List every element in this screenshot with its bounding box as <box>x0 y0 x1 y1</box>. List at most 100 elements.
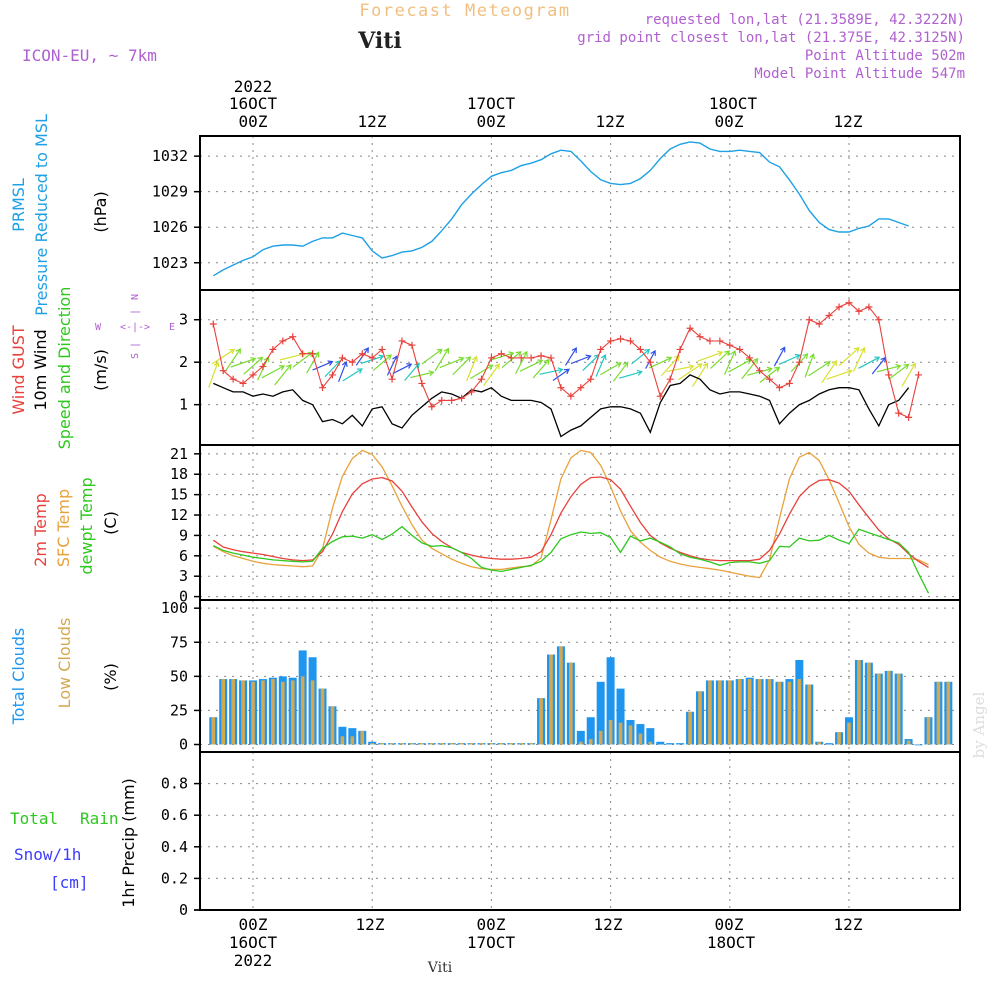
wind-direction-arrow <box>804 354 815 378</box>
wind-direction-arrowhead <box>341 360 348 367</box>
wind-direction-arrowhead <box>674 355 680 361</box>
wind-direction-arrow <box>773 347 786 367</box>
wind-direction-arrowhead <box>235 348 241 355</box>
wind-direction-arrowhead <box>537 359 544 365</box>
gust-marker <box>825 311 833 319</box>
wind-direction-arrow <box>660 355 680 377</box>
wind-direction-arrow <box>826 370 852 380</box>
low-cloud-bar <box>241 680 245 745</box>
total-cloud-bar <box>586 717 595 745</box>
gust-marker <box>567 392 575 400</box>
wind-direction-arrow <box>838 347 860 367</box>
gust-marker <box>636 345 644 353</box>
low-cloud-bar <box>847 722 851 745</box>
top-date-3: 18OCT <box>709 94 758 113</box>
wind-direction-arrowhead <box>378 354 385 361</box>
wind-direction-arrowhead <box>428 370 435 377</box>
low-cloud-bar <box>698 691 702 745</box>
wind-direction-arrow <box>225 348 241 371</box>
y-tick-label: 1032 <box>152 147 188 165</box>
gust-marker <box>746 354 754 362</box>
low-cloud-bar <box>489 743 494 745</box>
wind-direction-arrow <box>871 357 886 375</box>
wind-direction-arrowhead <box>436 348 443 355</box>
low-cloud-bar <box>588 739 593 745</box>
y-tick-label: 2 <box>179 353 188 371</box>
low-cloud-bar <box>718 680 722 745</box>
gust-marker <box>448 396 456 404</box>
gust-line <box>212 302 920 419</box>
compass-v-bot: | <box>130 342 141 348</box>
gust-marker <box>607 337 615 345</box>
gust-marker <box>229 375 237 383</box>
gust-marker <box>458 394 466 402</box>
bottom-date-1: 16OCT <box>229 933 278 952</box>
wind-direction-arrow <box>595 354 606 377</box>
wind-direction-arrow <box>741 358 758 380</box>
low-cloud-bar <box>747 679 752 745</box>
gust-label: Wind GUST <box>9 325 28 415</box>
gust-marker <box>676 345 684 353</box>
total-cloud-bar <box>616 688 625 745</box>
bottom-date-3: 18OCT <box>707 933 756 952</box>
low-cloud-bar <box>300 676 305 745</box>
low-cloud-bar <box>559 646 563 745</box>
gust-marker <box>438 396 446 404</box>
wind-direction-arrow <box>728 359 752 373</box>
gust-marker <box>239 379 247 387</box>
low-cloud-bar <box>728 680 732 745</box>
wind-direction-arrow <box>631 349 650 365</box>
wind-direction-arrow <box>778 354 801 365</box>
gust-marker <box>428 403 436 411</box>
wind-direction-arrowhead <box>903 363 910 370</box>
precip-axis-label: 1hr Precip (mm) <box>119 778 138 908</box>
gust-marker <box>905 413 913 421</box>
top-time-axis: 2022 16OCT 17OCT 18OCT 00Z 12Z 00Z 12Z 0… <box>229 77 863 131</box>
wind-direction-arrowhead <box>666 356 673 363</box>
dewpoint-line <box>213 525 930 594</box>
gust-marker <box>527 354 535 362</box>
snow-label: Snow/1h <box>14 845 81 864</box>
low-cloud-bar <box>598 730 603 745</box>
gust-marker <box>398 337 406 345</box>
gust-marker <box>249 371 257 379</box>
gust-marker <box>557 384 565 392</box>
wind-direction-arrowhead <box>544 358 550 365</box>
wind-direction-arrowhead <box>802 353 809 360</box>
gust-marker <box>766 375 774 383</box>
y-tick-label: 18 <box>170 465 188 483</box>
wind-direction-arrow <box>710 350 730 369</box>
low-cloud-bar <box>837 732 841 745</box>
low-cloud-bar <box>479 743 484 745</box>
wind-direction-arrowhead <box>229 348 236 355</box>
low-cloud-bar <box>886 670 891 745</box>
temp-unit: (C) <box>101 511 120 535</box>
low-cloud-bar <box>807 684 812 745</box>
bottom-hour-6: 12Z <box>834 915 863 934</box>
low-cloud-bar <box>877 673 881 745</box>
compass-h: <-|-> <box>120 322 150 333</box>
wind-direction-arrow <box>691 363 709 387</box>
low-cloud-bar <box>549 654 553 745</box>
place-name: Viti <box>357 28 402 54</box>
low-cloud-bar <box>767 679 772 745</box>
wind-direction-arrow <box>852 347 865 372</box>
low-cloud-bar <box>420 743 424 745</box>
wind-direction-arrow <box>901 363 916 387</box>
low-cloud-bar <box>708 680 712 745</box>
y-tick-label: 0.4 <box>161 838 188 856</box>
top-date-1: 16OCT <box>229 94 278 113</box>
wind-direction-arrowhead <box>846 369 853 375</box>
wind-direction-arrow <box>724 350 736 375</box>
wind-direction-arrow <box>532 359 550 379</box>
panel-pressure: 1023 1026 1029 1032 <box>152 135 961 291</box>
wind-direction-arrowhead <box>644 348 651 355</box>
low-cloud-bar <box>370 743 374 745</box>
gust-marker <box>497 350 505 358</box>
gust-marker <box>209 320 217 328</box>
footer-place: Viti <box>427 960 453 976</box>
low-cloud-bar <box>290 680 295 745</box>
pressure-unit: (hPa) <box>91 191 110 232</box>
total-cloud-bar <box>576 730 585 745</box>
wind-direction-arrowhead <box>622 361 629 368</box>
